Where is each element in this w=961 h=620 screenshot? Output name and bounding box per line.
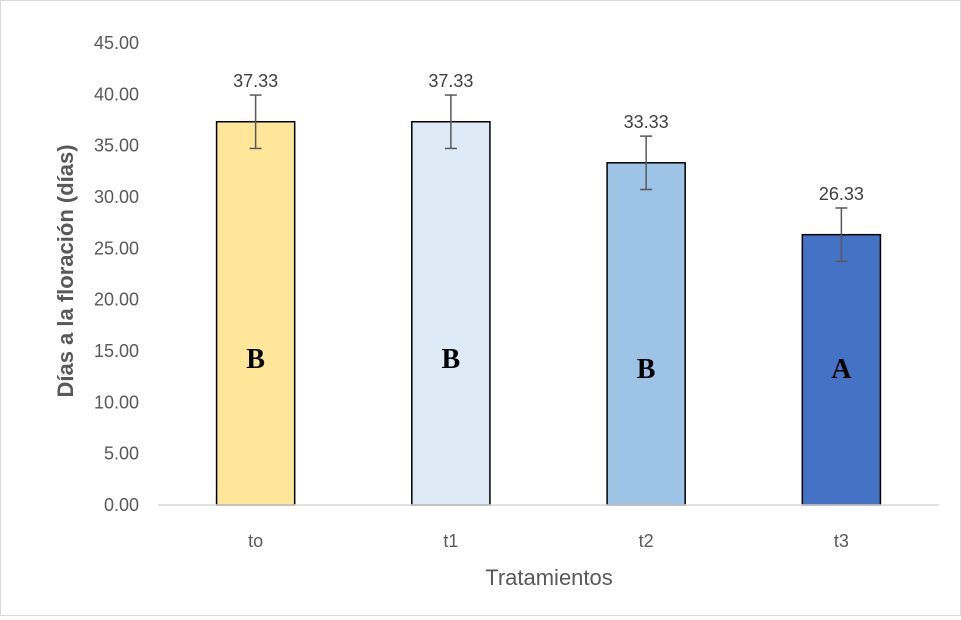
- bar: [215, 120, 296, 506]
- y-tick-label: 25.00: [94, 238, 139, 258]
- group-letter: B: [442, 344, 461, 375]
- y-tick-label: 35.00: [94, 136, 139, 156]
- x-tick-label: t3: [834, 531, 849, 551]
- x-tick-label: t2: [639, 531, 654, 551]
- x-axis-ticks: to t1 t2 t3: [248, 531, 849, 551]
- group-letter: B: [637, 354, 656, 385]
- data-label: 37.33: [233, 71, 278, 91]
- bar: [411, 120, 491, 506]
- group-letter: A: [831, 354, 852, 385]
- x-axis-title: Tratamientos: [485, 565, 613, 590]
- bars: [215, 120, 882, 506]
- bar: [801, 233, 882, 506]
- group-letter: B: [246, 344, 265, 375]
- y-tick-label: 20.00: [94, 290, 139, 310]
- y-tick-label: 10.00: [94, 392, 139, 412]
- data-label: 26.33: [819, 184, 864, 204]
- x-tick-label: to: [248, 531, 263, 551]
- y-tick-label: 40.00: [94, 84, 139, 104]
- bar: [606, 162, 686, 506]
- y-tick-label: 0.00: [104, 495, 139, 515]
- y-axis-ticks: 0.00 5.00 10.00 15.00 20.00 25.00 30.00 35.00 40…: [94, 33, 139, 515]
- y-tick-label: 30.00: [94, 187, 139, 207]
- error-bars: [249, 94, 848, 263]
- y-axis-title: Días a la floración (días): [53, 144, 78, 397]
- y-tick-label: 45.00: [94, 33, 139, 53]
- y-tick-label: 5.00: [104, 444, 139, 464]
- y-tick-label: 15.00: [94, 341, 139, 361]
- data-label: 37.33: [428, 71, 473, 91]
- x-tick-label: t1: [443, 531, 458, 551]
- data-labels: 37.33 37.33 33.33 26.33: [233, 71, 864, 204]
- data-label: 33.33: [624, 112, 669, 132]
